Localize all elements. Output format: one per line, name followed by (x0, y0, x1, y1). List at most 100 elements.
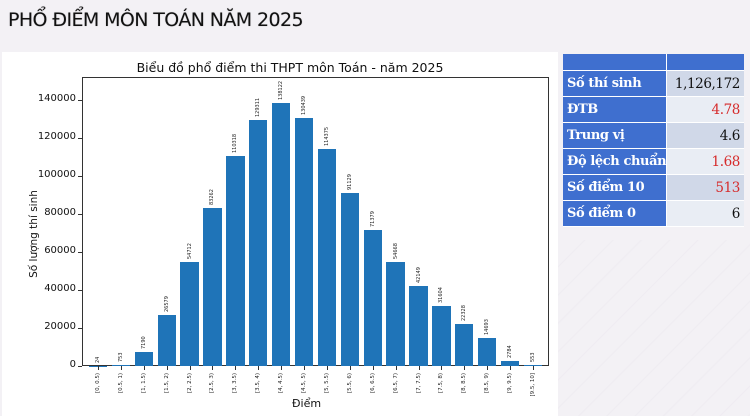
stats-row: Số điểm 10 513 (563, 175, 744, 201)
bar-value-label: 42149 (415, 266, 422, 283)
bar-value-label: 129311 (255, 98, 262, 118)
stats-value: 4.78 (667, 97, 744, 122)
bar (249, 120, 268, 366)
y-axis-label: Số lượng thí sinh (28, 190, 40, 278)
x-tick-label: [1, 1.5) (140, 373, 147, 394)
x-tick-mark (510, 366, 512, 370)
x-tick-label: [6.5, 7) (392, 373, 399, 394)
y-tick-label: 80000 (44, 206, 76, 218)
x-axis-label: Điểm (292, 397, 322, 410)
bar (409, 285, 428, 366)
bar-value-label: 71379 (369, 211, 376, 228)
bar (478, 338, 497, 366)
y-tick-label: 20000 (44, 320, 76, 332)
bar (203, 207, 222, 366)
x-tick-label: [6, 6.5) (369, 373, 376, 394)
stats-value: 513 (667, 175, 744, 200)
y-tick-mark (78, 251, 82, 253)
x-tick-label: [3, 3.5) (232, 373, 239, 394)
x-tick-mark (166, 366, 168, 370)
bar (340, 192, 359, 366)
x-tick-mark (395, 366, 397, 370)
stats-value: 1,126,172 (667, 71, 744, 96)
bar-value-label: 26579 (163, 296, 170, 313)
bar (180, 261, 199, 366)
stats-label: Trung vị (563, 123, 667, 148)
chart-card: Biểu đồ phổ điểm thi THPT môn Toán - năm… (2, 52, 558, 416)
bar (294, 117, 314, 366)
y-tick-mark (78, 366, 82, 367)
x-tick-label: [4, 4.5) (278, 373, 285, 394)
x-tick-label: [8, 8.5) (461, 373, 468, 394)
y-tick-label: 120000 (37, 130, 76, 142)
bar (157, 315, 176, 366)
stats-header-cell (667, 54, 744, 70)
x-tick-label: [5, 5.5) (323, 373, 330, 394)
x-tick-label: [3.5, 4) (255, 373, 262, 394)
y-tick-mark (78, 327, 82, 329)
x-tick-mark (464, 366, 466, 370)
background-pattern (558, 240, 750, 416)
bar-value-label: 14693 (484, 319, 491, 336)
x-tick-mark (441, 366, 443, 370)
bar-value-label: 114375 (323, 126, 330, 146)
bar-value-label: 22328 (461, 304, 468, 321)
bar-value-label: 110318 (232, 134, 239, 154)
bar (500, 360, 520, 366)
stats-label: Số điểm 10 (563, 175, 667, 200)
bar-value-label: 7190 (140, 336, 147, 350)
y-tick-label: 140000 (37, 92, 76, 104)
x-tick-label: [5.5, 6) (346, 373, 353, 394)
x-tick-mark (212, 366, 214, 370)
y-tick-mark (78, 137, 82, 139)
bar-value-label: 24 (95, 356, 101, 363)
y-tick-label: 60000 (44, 244, 76, 256)
bar (432, 305, 451, 366)
x-tick-label: [8.5, 9) (484, 373, 491, 394)
stats-header-row (563, 54, 744, 71)
y-tick-mark (78, 99, 82, 101)
x-tick-label: [9, 9.5) (507, 373, 514, 394)
x-tick-label: [7.5, 8) (438, 373, 445, 394)
stats-row: Số thí sinh 1,126,172 (563, 71, 744, 97)
bar (272, 103, 291, 366)
stats-label: Độ lệch chuẩn (563, 149, 667, 174)
stats-value: 1.68 (667, 149, 744, 174)
stats-body: Số thí sinh 1,126,172 ĐTB 4.78 Trung vị 4.6 Độ… (563, 71, 744, 227)
x-tick-mark (235, 366, 237, 370)
x-tick-mark (326, 366, 328, 370)
stats-label: ĐTB (563, 97, 667, 122)
bar (363, 230, 382, 366)
stats-label: Số thí sinh (563, 71, 667, 96)
stats-value: 6 (667, 201, 744, 226)
bar (386, 262, 405, 366)
stats-table: Số thí sinh 1,126,172 ĐTB 4.78 Trung vị 4.6 Độ… (563, 54, 744, 227)
bar (88, 365, 108, 367)
y-tick-label: 100000 (37, 168, 76, 180)
bar (111, 364, 131, 366)
bar (317, 148, 337, 366)
x-tick-label: [2.5, 3) (209, 373, 216, 394)
bar-value-label: 83262 (209, 188, 216, 205)
y-tick-mark (78, 289, 82, 291)
stats-row: Độ lệch chuẩn 1.68 (563, 149, 744, 175)
bar (226, 156, 245, 366)
bar (455, 323, 474, 366)
x-tick-mark (258, 366, 260, 370)
x-tick-mark (533, 366, 534, 370)
bar-value-label: 2784 (507, 344, 514, 358)
x-tick-mark (418, 366, 420, 370)
x-tick-mark (349, 366, 351, 370)
bar-value-label: 553 (530, 352, 536, 362)
x-tick-label: [9.5, 10] (530, 373, 536, 397)
bar-value-label: 130439 (301, 95, 308, 115)
x-tick-mark (487, 366, 489, 370)
y-tick-mark (78, 213, 82, 215)
bar-value-label: 91129 (346, 173, 353, 190)
stats-header-cell (563, 54, 667, 70)
stats-value: 4.6 (667, 123, 744, 148)
bar (523, 364, 543, 366)
x-tick-mark (189, 366, 191, 370)
y-tick-label: 40000 (44, 282, 76, 294)
bar-value-label: 54712 (186, 243, 193, 259)
